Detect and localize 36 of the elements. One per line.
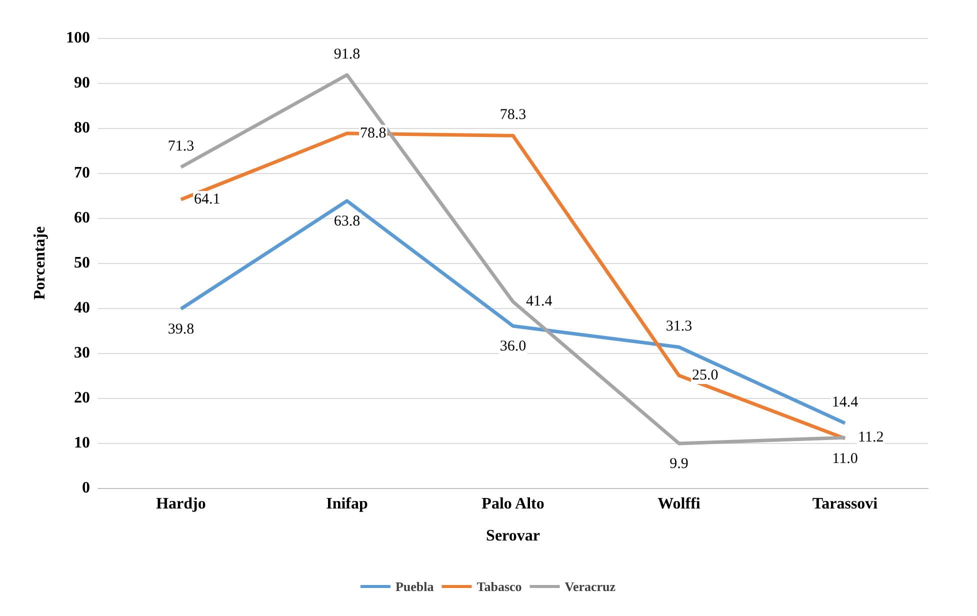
data-label: 31.3 bbox=[666, 318, 692, 335]
y-tick-label: 30 bbox=[74, 344, 90, 362]
data-label: 9.9 bbox=[670, 456, 688, 472]
y-tick-label: 80 bbox=[74, 120, 90, 136]
data-label: 64.1 bbox=[194, 192, 220, 208]
y-axis-title: Porcentaje bbox=[32, 226, 48, 300]
y-tick-label: 40 bbox=[74, 300, 90, 316]
x-axis-title: Serovar bbox=[486, 528, 540, 544]
data-label: 91.8 bbox=[334, 46, 360, 62]
data-label: 39.8 bbox=[168, 321, 194, 338]
x-tick-label: Wolffi bbox=[658, 496, 701, 512]
x-tick-label: Tarassovi bbox=[812, 496, 878, 512]
data-label: 36.0 bbox=[500, 338, 526, 354]
y-tick-label: 90 bbox=[74, 74, 90, 92]
data-label: 11.0 bbox=[832, 451, 858, 467]
y-tick-label: 10 bbox=[74, 434, 90, 452]
x-tick-label: Inifap bbox=[326, 496, 368, 512]
data-label: 78.3 bbox=[500, 107, 526, 124]
legend-label: Veracruz bbox=[564, 579, 616, 594]
data-label: 71.3 bbox=[168, 138, 194, 155]
x-tick-label: Hardjo bbox=[156, 496, 206, 512]
legend-label: Tabasco bbox=[476, 579, 522, 594]
data-label: 11.2 bbox=[858, 430, 884, 446]
y-tick-label: 70 bbox=[74, 164, 90, 182]
data-label: 41.4 bbox=[526, 294, 553, 310]
y-tick-label: 60 bbox=[74, 210, 90, 226]
x-tick-label: Palo Alto bbox=[482, 496, 544, 512]
data-label: 25.0 bbox=[692, 368, 718, 384]
y-tick-label: 50 bbox=[74, 254, 90, 272]
legend-label: Puebla bbox=[395, 579, 434, 594]
y-tick-label: 100 bbox=[66, 30, 90, 46]
data-label: 78.8 bbox=[360, 125, 386, 142]
y-tick-label: 0 bbox=[82, 480, 90, 496]
y-tick-label: 20 bbox=[74, 390, 90, 406]
data-label: 14.4 bbox=[832, 394, 859, 411]
data-label: 63.8 bbox=[334, 213, 360, 230]
